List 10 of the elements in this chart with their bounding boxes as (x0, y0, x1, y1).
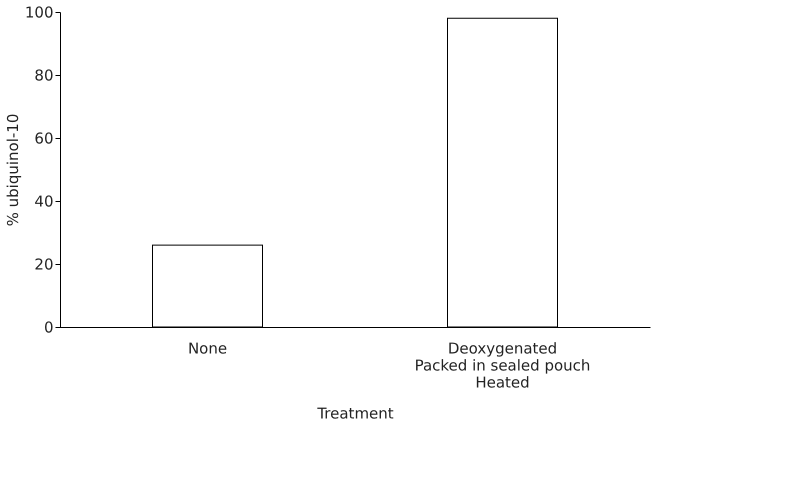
x-axis-title: Treatment (316, 404, 394, 422)
y-tick-label: 40 (34, 192, 54, 210)
x-tick-label: None (188, 340, 228, 358)
y-tick-label: 80 (34, 66, 54, 84)
y-tick-label: 0 (44, 318, 54, 336)
y-tick-label: 60 (34, 130, 54, 148)
x-tick-label: Deoxygenated Packed in sealed pouch Heated (414, 340, 590, 392)
y-axis-title: % ubiquinol-10 (4, 114, 22, 226)
y-tick-label: 100 (24, 4, 54, 22)
y-tick-label: 20 (34, 256, 54, 274)
